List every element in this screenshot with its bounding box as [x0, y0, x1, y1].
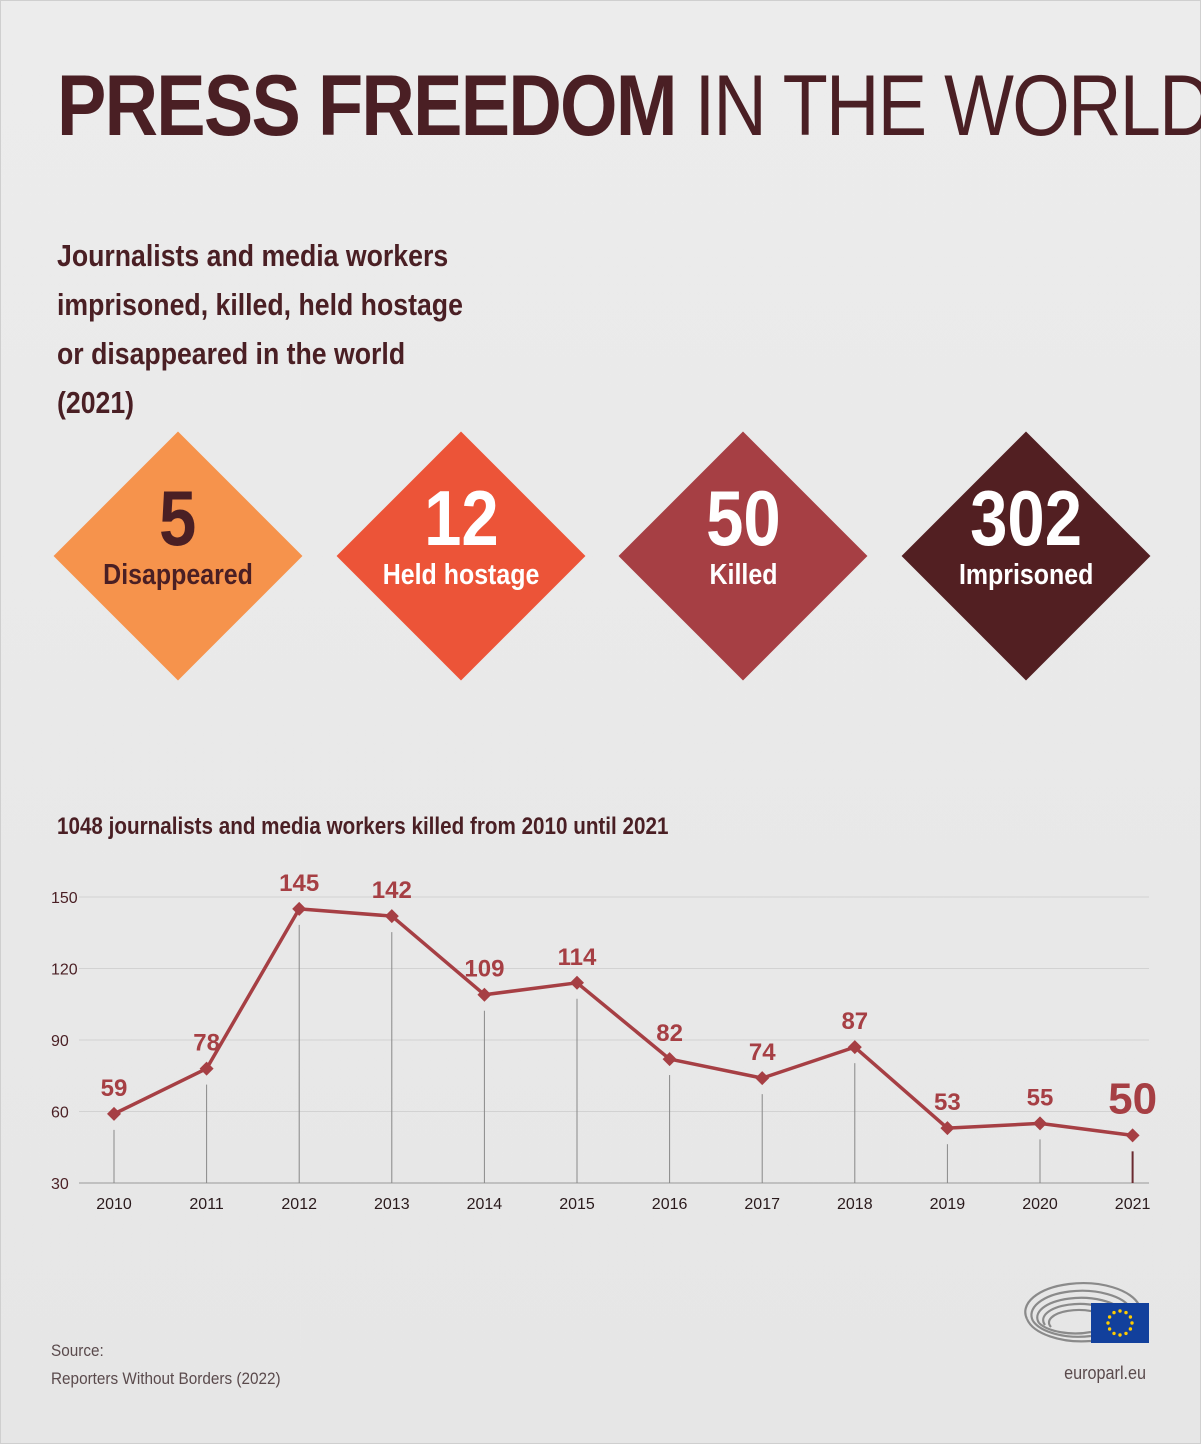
x-tick-label: 2011 — [189, 1196, 224, 1213]
data-point — [755, 1071, 770, 1086]
y-tick-label: 120 — [51, 962, 78, 979]
data-point — [570, 975, 584, 990]
data-label: 87 — [841, 1008, 868, 1035]
series-line — [113, 907, 1133, 1138]
data-point — [384, 909, 399, 924]
x-tick-label: 2016 — [652, 1196, 688, 1213]
data-label: 78 — [193, 1030, 220, 1057]
x-tick-label: 2010 — [96, 1196, 132, 1213]
european-parliament-logo — [1024, 1282, 1149, 1343]
source-label: Source: — [51, 1341, 104, 1360]
y-tick-label: 30 — [51, 1176, 69, 1193]
site-link[interactable]: europarl.eu — [1064, 1363, 1146, 1383]
data-label: 59 — [101, 1075, 128, 1102]
eu-star — [1112, 1331, 1116, 1336]
y-tick-label: 90 — [51, 1033, 69, 1050]
eu-star — [1124, 1331, 1128, 1336]
eu-star — [1124, 1310, 1128, 1315]
stat-value: 50 — [705, 474, 781, 562]
stat-held-hostage: 12 Held hostage — [336, 431, 586, 681]
eu-star — [1107, 1327, 1112, 1331]
stat-label: Disappeared — [103, 559, 253, 591]
x-tick-label: 2019 — [930, 1196, 966, 1213]
x-tick-label: 2018 — [837, 1196, 873, 1213]
subtitle: Journalists and media workers imprisoned… — [57, 231, 573, 427]
data-label: 142 — [372, 877, 412, 904]
x-tick-label: 2020 — [1022, 1196, 1058, 1213]
x-tick-label: 2013 — [374, 1196, 410, 1213]
stat-value: 12 — [423, 474, 499, 562]
stat-value: 302 — [970, 474, 1082, 562]
x-tick-label: 2014 — [467, 1196, 503, 1213]
x-tick-label: 2015 — [559, 1196, 595, 1213]
y-tick-label: 60 — [51, 1105, 69, 1122]
stats-row: 5 Disappeared 12 Held hostage 50 Killed … — [1, 431, 1201, 691]
stat-killed: 50 Killed — [618, 431, 868, 681]
data-label: 109 — [464, 956, 504, 983]
data-point — [1125, 1128, 1140, 1143]
eu-star — [1128, 1327, 1133, 1331]
eu-flag-icon — [1091, 1303, 1149, 1343]
subtitle-line: or disappeared in the world — [57, 336, 406, 371]
stat-imprisoned: 302 Imprisoned — [901, 431, 1151, 681]
eu-star — [1130, 1321, 1134, 1325]
eu-star — [1107, 1315, 1112, 1319]
subtitle-line: Journalists and media workers — [57, 238, 449, 273]
page-title: PRESS FREEDOM IN THE WORLD — [57, 63, 1201, 149]
stat-label: Held hostage — [382, 559, 540, 591]
source-text: Reporters Without Borders (2022) — [51, 1369, 281, 1388]
x-tick-label: 2012 — [281, 1196, 317, 1213]
y-tick-label: 150 — [51, 890, 78, 907]
data-label: 74 — [749, 1039, 776, 1066]
data-label: 50 — [1108, 1074, 1157, 1123]
eu-star — [1112, 1310, 1116, 1315]
eu-star — [1128, 1315, 1133, 1319]
data-label: 145 — [279, 870, 319, 897]
data-label: 114 — [558, 944, 597, 971]
data-label: 55 — [1027, 1084, 1054, 1111]
data-point — [847, 1040, 862, 1055]
data-point — [940, 1121, 955, 1136]
eu-star — [1118, 1333, 1122, 1337]
source: Source: Reporters Without Borders (2022) — [51, 1337, 306, 1393]
subtitle-line: (2021) — [57, 385, 135, 420]
data-point — [662, 1052, 677, 1067]
stat-disappeared: 5 Disappeared — [53, 431, 303, 681]
line-chart: 30 60 90 120 150 2010 2011 2012 2013 2014 2015 2016… — [51, 870, 1157, 1213]
data-label: 53 — [934, 1089, 961, 1116]
stat-label: Imprisoned — [958, 559, 1094, 591]
subtitle-line: imprisoned, killed, held hostage — [57, 287, 463, 322]
x-tick-label: 2017 — [744, 1196, 780, 1213]
data-point — [199, 1061, 214, 1076]
stat-value: 5 — [159, 474, 197, 562]
title-thin: IN THE WORLD — [694, 58, 1201, 154]
stat-label: Killed — [709, 559, 777, 591]
data-point — [292, 901, 307, 916]
eu-star — [1106, 1321, 1110, 1325]
data-point — [1033, 1116, 1047, 1131]
title-bold: PRESS FREEDOM — [57, 58, 677, 154]
data-label: 82 — [656, 1020, 683, 1047]
chart-title: 1048 journalists and media workers kille… — [57, 813, 669, 840]
x-tick-label: 2021 — [1115, 1196, 1151, 1213]
eu-star — [1118, 1309, 1122, 1313]
data-point — [107, 1106, 121, 1121]
data-point — [477, 987, 492, 1002]
